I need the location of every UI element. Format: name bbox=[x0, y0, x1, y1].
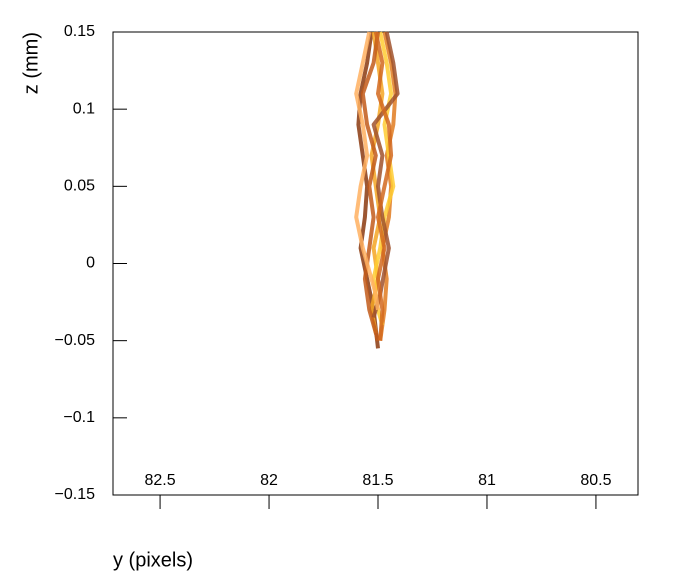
y-tick-label: −0.05 bbox=[55, 332, 96, 349]
track-line bbox=[356, 31, 380, 349]
track-line bbox=[378, 31, 398, 341]
track-line bbox=[371, 31, 400, 319]
y-tick-label: 0.15 bbox=[64, 23, 95, 40]
y-tick-label: 0.1 bbox=[73, 100, 95, 117]
x-tick-label: 80.5 bbox=[580, 472, 611, 489]
y-tick-label: 0 bbox=[86, 255, 95, 272]
x-tick-label: 82 bbox=[260, 472, 278, 489]
y-axis-title: z (mm) bbox=[20, 32, 42, 94]
x-tick-label: 81 bbox=[478, 472, 496, 489]
x-tick-label: 81.5 bbox=[362, 472, 393, 489]
y-tick-label: −0.1 bbox=[63, 409, 95, 426]
track-line bbox=[360, 31, 380, 342]
x-tick-label: 82.5 bbox=[145, 472, 176, 489]
track-line bbox=[354, 31, 380, 311]
x-axis-title: y (pixels) bbox=[113, 549, 193, 571]
y-tick-label: 0.05 bbox=[64, 178, 95, 195]
y-tick-label: −0.15 bbox=[55, 486, 96, 503]
track-line bbox=[373, 31, 394, 341]
